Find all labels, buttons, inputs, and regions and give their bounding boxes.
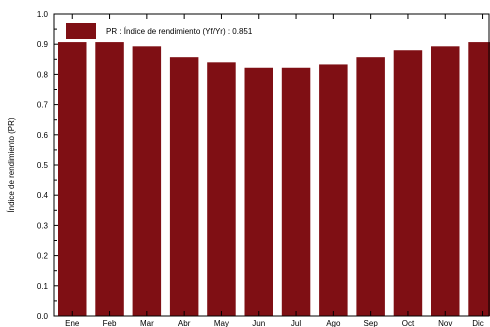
x-tick-label: Dic (472, 319, 484, 327)
bar-series (58, 42, 490, 317)
bar-nov (431, 46, 460, 317)
x-tick-label: Jul (291, 319, 301, 327)
x-tick-label: Mar (140, 319, 154, 327)
x-tick-label: Sep (364, 319, 379, 327)
y-axis-title: Índice de rendimiento (PR) (7, 117, 16, 212)
y-tick-label: 0.7 (37, 101, 49, 110)
x-tick-label: Ago (326, 319, 341, 327)
x-tick-label: Nov (438, 319, 452, 327)
bar-abr (169, 57, 199, 316)
y-tick-label: 0.9 (37, 40, 49, 49)
bar-oct (393, 50, 423, 317)
y-tick-label: 0.1 (37, 282, 49, 291)
bar-ago (319, 64, 348, 317)
bar-sep (356, 57, 385, 316)
legend-swatch (66, 23, 96, 39)
bar-jun (244, 67, 273, 316)
x-axis-ticks (71, 14, 484, 316)
bar-dic (468, 42, 490, 316)
x-tick-label: Feb (103, 319, 117, 327)
y-tick-label: 0.2 (37, 252, 49, 261)
y-tick-label: 1.0 (37, 10, 49, 19)
bar-mar (132, 46, 162, 317)
x-tick-label: Oct (402, 319, 415, 327)
bar-feb (95, 42, 124, 316)
legend: PR : Índice de rendimiento (Yf/Yr) : 0.8… (66, 23, 253, 39)
y-tick-label: 0.3 (37, 221, 49, 230)
x-tick-label: Abr (178, 319, 191, 327)
y-tick-label: 0.4 (37, 191, 49, 200)
x-tick-label: May (214, 319, 229, 327)
x-tick-label: Ene (65, 319, 80, 327)
y-tick-label: 0.5 (37, 161, 49, 170)
legend-label: PR : Índice de rendimiento (Yf/Yr) : 0.8… (106, 27, 253, 36)
y-tick-label: 0.6 (37, 131, 49, 140)
x-tick-label: Jun (252, 319, 265, 327)
bar-jul (281, 67, 311, 316)
x-axis-tick-labels: Ene Feb Mar Abr May Jun Jul Ago Sep Oct Nov Dic (65, 319, 484, 327)
bar-ene (58, 42, 87, 316)
plot-frame (53, 13, 490, 317)
y-tick-label: 0.0 (37, 312, 49, 321)
y-axis-tick-labels: 0.0 0.1 0.2 0.3 0.4 0.5 0.6 0.7 0.8 0.9 1.0 (37, 10, 49, 321)
bar-may (207, 62, 236, 316)
y-tick-label: 0.8 (37, 70, 49, 79)
